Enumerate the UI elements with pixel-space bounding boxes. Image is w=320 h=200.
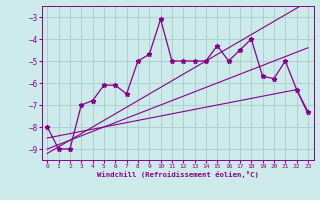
X-axis label: Windchill (Refroidissement éolien,°C): Windchill (Refroidissement éolien,°C) [97,171,259,178]
